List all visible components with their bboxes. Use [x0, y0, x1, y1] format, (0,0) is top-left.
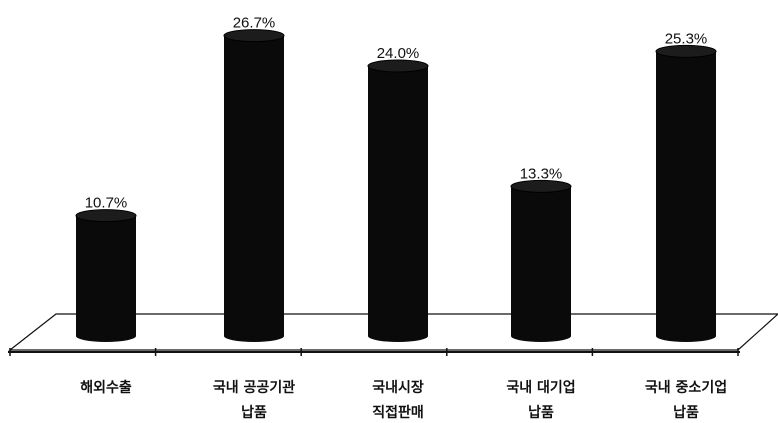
- bar: [655, 44, 717, 342]
- data-label: 10.7%: [85, 195, 128, 212]
- bar-body: [224, 35, 284, 342]
- x-tick-label: 국내 대기업: [506, 380, 575, 396]
- data-label: 24.0%: [377, 45, 420, 62]
- value-labels: 10.7% 26.7% 24.0% 13.3% 25.3%: [85, 15, 708, 212]
- bar: [75, 209, 137, 342]
- bar-cap: [655, 44, 717, 58]
- x-tick-label: 국내 공공기관: [213, 379, 295, 396]
- bar-cap: [75, 209, 137, 223]
- bar-cap: [367, 59, 429, 73]
- bar: [510, 179, 572, 342]
- bars: [75, 29, 717, 342]
- data-label: 25.3%: [665, 30, 708, 47]
- data-label: 13.3%: [520, 165, 563, 182]
- x-tick-label: 해외수출: [80, 379, 132, 396]
- bar-body: [368, 66, 428, 342]
- bar-cap: [223, 29, 285, 43]
- bar: [367, 59, 429, 342]
- data-label: 26.7%: [233, 15, 276, 32]
- bar-body: [511, 186, 571, 342]
- x-tick-label: 납품: [241, 404, 267, 421]
- bar-body: [76, 215, 136, 342]
- x-tick-label: 납품: [673, 404, 699, 421]
- x-tick-label: 직접판매: [372, 404, 424, 421]
- bar: [223, 29, 285, 342]
- x-tick-label: 국내시장: [372, 379, 424, 396]
- bar-cap: [510, 179, 572, 193]
- bar-body: [656, 51, 716, 342]
- x-tick-label: 국내 중소기업: [645, 380, 727, 396]
- x-tick-label: 납품: [528, 404, 554, 421]
